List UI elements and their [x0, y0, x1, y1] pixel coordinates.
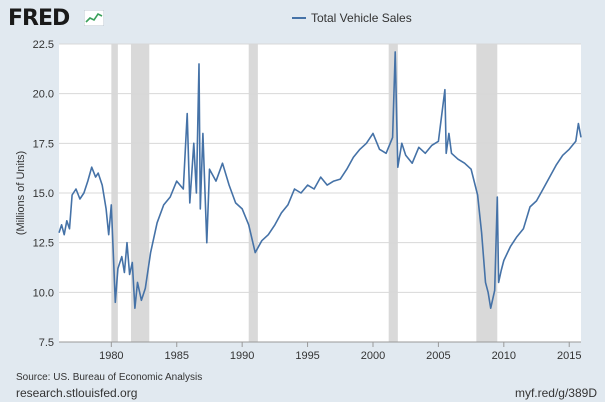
x-tick-label: 1985 — [165, 350, 189, 362]
y-tick-label: 12.5 — [33, 238, 54, 250]
x-tick-label: 2005 — [426, 350, 450, 362]
x-tick-label: 2010 — [492, 350, 516, 362]
x-tick-label: 1980 — [99, 350, 123, 362]
x-tick-label: 2000 — [361, 350, 385, 362]
y-tick-label: 17.5 — [33, 138, 54, 150]
legend-label: Total Vehicle Sales — [311, 11, 412, 25]
x-tick-label: 1990 — [230, 350, 254, 362]
y-axis-label: (Millions of Units) — [15, 151, 27, 235]
x-tick-label: 1995 — [295, 350, 319, 362]
short-url-link[interactable]: myf.red/g/389D — [514, 386, 597, 400]
fred-logo[interactable]: FRED — [8, 6, 70, 31]
legend-swatch — [292, 17, 306, 19]
chart-legend: Total Vehicle Sales — [292, 11, 412, 25]
series-line-0 — [58, 51, 582, 310]
y-tick-label: 22.5 — [33, 39, 54, 51]
source-note: Source: US. Bureau of Economic Analysis — [16, 372, 203, 383]
y-tick-label: 15.0 — [33, 188, 54, 200]
chart-line-icon — [84, 10, 104, 26]
y-tick-label: 20.0 — [33, 89, 54, 101]
x-tick-label: 2015 — [557, 350, 581, 362]
site-link[interactable]: research.stlouisfed.org — [16, 386, 138, 400]
y-tick-label: 10.0 — [33, 287, 54, 299]
y-tick-label: 7.5 — [39, 337, 54, 349]
